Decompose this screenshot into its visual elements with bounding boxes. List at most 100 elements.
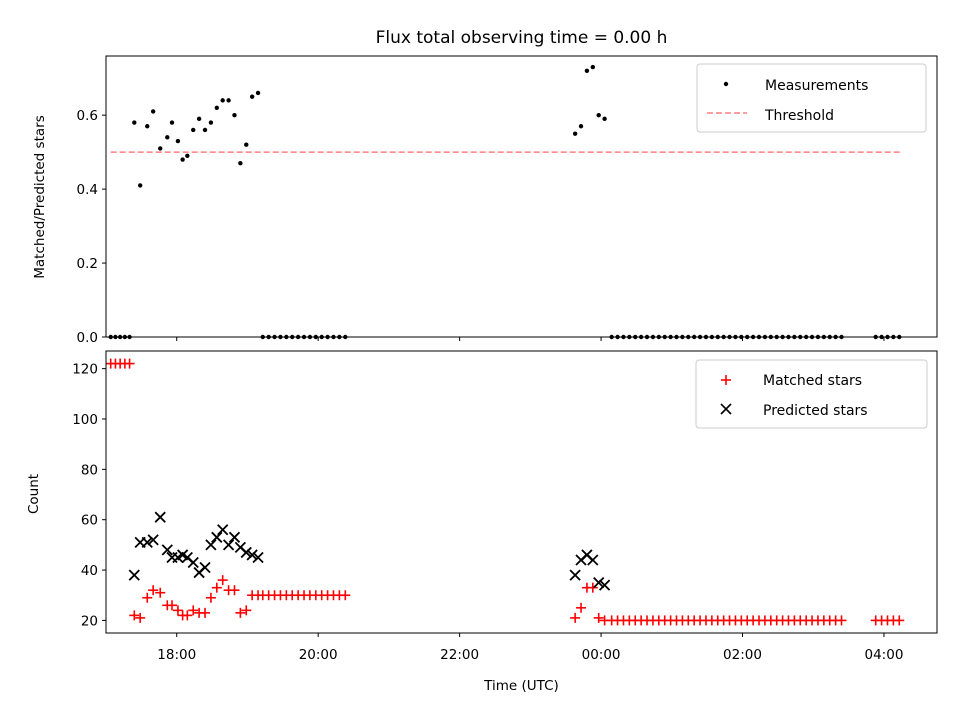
legend-label-matched: Matched stars xyxy=(763,373,862,389)
top-legend-box xyxy=(696,63,927,133)
matched-stars-point xyxy=(217,575,228,586)
measurement-point xyxy=(165,135,170,140)
matched-stars-point xyxy=(587,582,598,593)
bottom-legend: Matched stars Predicted stars xyxy=(695,359,928,429)
matched-stars-point xyxy=(570,612,581,623)
legend-marker-matched xyxy=(721,375,731,385)
measurement-point xyxy=(145,124,150,129)
x-axis-label: Time (UTC) xyxy=(483,678,559,694)
measurement-point xyxy=(132,120,137,125)
bottom-y-tick-label: 80 xyxy=(81,462,98,478)
bottom-legend-box xyxy=(695,359,928,429)
measurement-point xyxy=(244,142,249,147)
measurement-point xyxy=(150,109,156,114)
measurement-point xyxy=(137,183,143,188)
predicted-stars-point xyxy=(222,539,235,551)
matched-stars-point xyxy=(229,585,240,596)
matched-stars-point xyxy=(241,605,252,616)
matched-stars-point xyxy=(135,612,146,623)
bottom-plot-frame xyxy=(105,350,938,634)
matched-stars-point xyxy=(129,610,140,621)
predicted-stars-point xyxy=(228,531,241,543)
matched-stars-point xyxy=(142,592,153,603)
top-panel: Matched/Predicted stars 0.0 0.2 0.4 0.6 Mea… xyxy=(32,55,938,346)
matched-stars-point xyxy=(148,585,159,596)
top-y-tick-label: 0.6 xyxy=(77,108,98,124)
legend-marker-predicted xyxy=(720,403,732,415)
predicted-stars-point xyxy=(598,579,611,591)
bottom-y-tick-label: 40 xyxy=(81,563,98,579)
matched-stars-point xyxy=(200,607,211,618)
predicted-stars-point xyxy=(211,531,223,543)
top-y-tick-label: 0.4 xyxy=(77,182,98,198)
top-plot-frame xyxy=(105,55,938,338)
predicted-stars-point xyxy=(205,539,217,551)
legend-marker-measurements xyxy=(723,81,729,87)
measurement-point xyxy=(191,127,196,133)
matched-stars-point xyxy=(340,590,351,601)
measurement-point xyxy=(578,124,584,129)
bottom-y-axis-label: Count xyxy=(26,474,42,514)
predicted-stars-point xyxy=(246,549,258,561)
measurement-point xyxy=(180,157,185,162)
measurement-point xyxy=(596,112,601,118)
matched-stars-point xyxy=(167,600,178,611)
predicted-stars-point xyxy=(161,544,173,556)
matched-stars-point xyxy=(124,358,135,369)
matched-stars-point xyxy=(182,610,193,621)
x-tick-label: 00:00 xyxy=(582,647,621,663)
predicted-stars-point xyxy=(240,546,252,559)
measurement-point xyxy=(208,120,214,125)
x-tick-label: 18:00 xyxy=(157,647,196,663)
measurement-point xyxy=(175,138,181,144)
figure-title: Flux total observing time = 0.00 h xyxy=(376,28,668,48)
measurement-point xyxy=(238,161,243,166)
measurement-point xyxy=(202,127,208,133)
legend-label-threshold: Threshold xyxy=(764,108,834,124)
x-tick-label: 20:00 xyxy=(299,647,338,663)
predicted-stars-point xyxy=(569,569,581,581)
matched-stars-point xyxy=(593,612,604,623)
measurement-point xyxy=(590,64,596,70)
measurement-point xyxy=(232,112,237,118)
matched-stars-point xyxy=(188,605,199,616)
legend-label-measurements: Measurements xyxy=(765,78,868,94)
x-tick-label: 22:00 xyxy=(440,647,479,663)
bottom-y-tick-label: 120 xyxy=(72,362,98,378)
matched-stars-point xyxy=(211,582,222,593)
measurement-point xyxy=(226,98,231,103)
predicted-stars-point xyxy=(141,536,153,548)
predicted-stars-point xyxy=(187,556,199,569)
bottom-panel: Count Time (UTC) 20 40 60 80 100 120 18:00 20:0… xyxy=(26,350,938,694)
measurement-point xyxy=(169,120,175,125)
measurement-point xyxy=(584,68,590,73)
bottom-y-tick-label: 100 xyxy=(72,412,98,428)
top-y-tick-label: 0.0 xyxy=(77,330,98,346)
top-y-tick-label: 0.2 xyxy=(77,256,98,272)
x-tick-label: 04:00 xyxy=(865,647,904,663)
x-tick-label: 02:00 xyxy=(723,647,762,663)
matched-stars-point xyxy=(576,602,587,613)
matched-stars-point xyxy=(205,592,216,603)
measurement-point xyxy=(572,131,578,136)
bottom-y-tick-label: 20 xyxy=(81,613,98,629)
predicted-stars-point xyxy=(147,534,159,546)
top-legend: Measurements Threshold xyxy=(696,63,927,133)
measurement-point xyxy=(255,90,261,96)
measurement-point xyxy=(158,146,163,151)
top-y-axis-label: Matched/Predicted stars xyxy=(32,115,48,278)
bottom-y-tick-label: 60 xyxy=(81,513,98,529)
matched-stars-point xyxy=(172,605,183,616)
predicted-stars-point xyxy=(587,554,599,566)
matched-stars-point xyxy=(836,615,847,626)
measurement-point xyxy=(214,105,219,110)
predicted-stars-point xyxy=(128,569,140,581)
measurement-point xyxy=(602,116,607,122)
predicted-stars-point xyxy=(217,524,229,536)
predicted-stars-point xyxy=(252,551,264,564)
matched-stars-point xyxy=(155,587,166,598)
legend-label-predicted: Predicted stars xyxy=(763,403,868,419)
predicted-stars-point xyxy=(154,511,166,523)
measurement-point xyxy=(249,94,255,99)
